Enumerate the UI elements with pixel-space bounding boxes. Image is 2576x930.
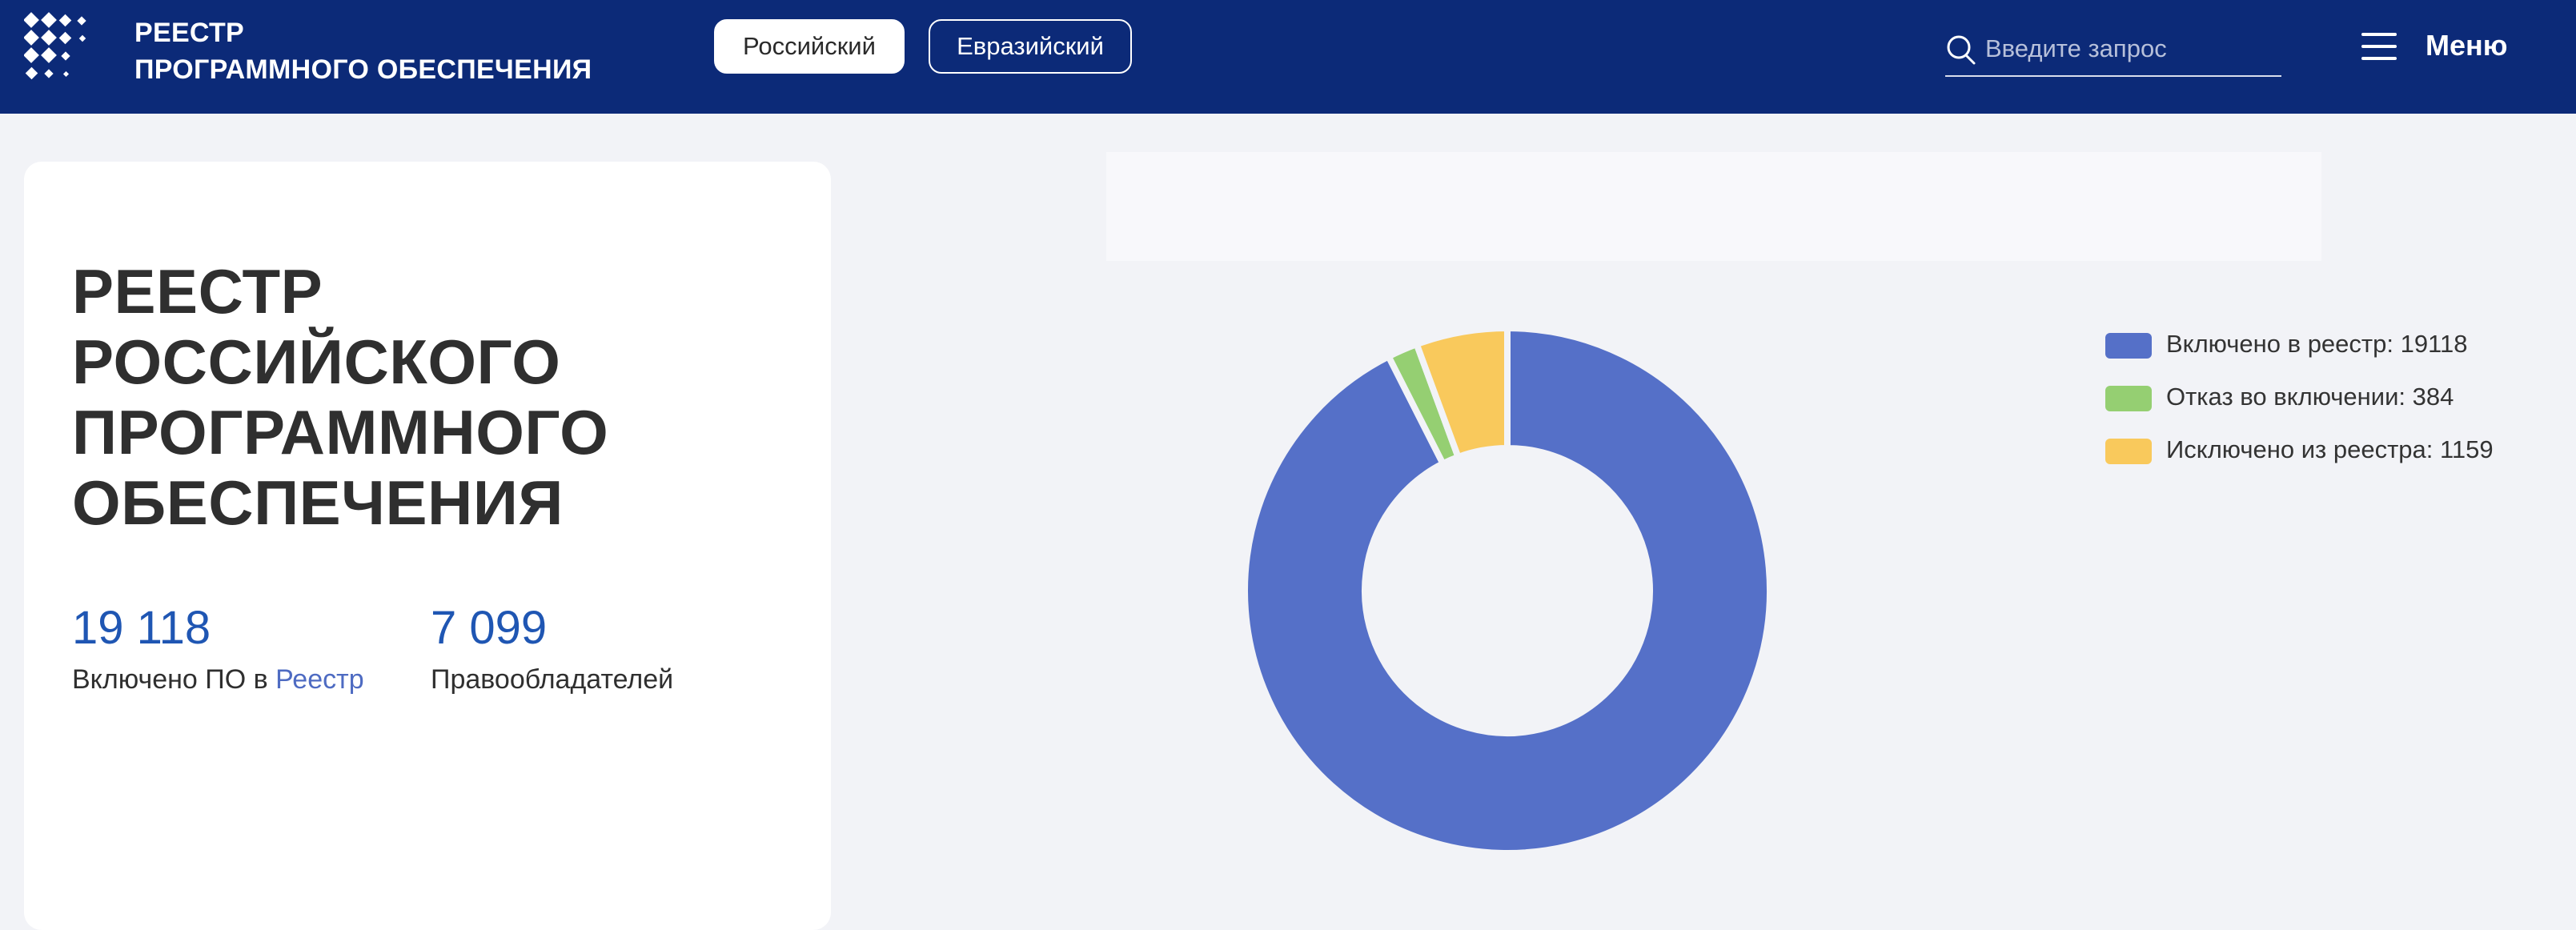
page-title-line: РОССИЙСКОГО bbox=[72, 327, 561, 397]
stat-included-label-text: Включено ПО в bbox=[72, 664, 276, 695]
chart-header-strip bbox=[1106, 152, 2321, 261]
legend-swatch-excluded bbox=[2105, 439, 2152, 464]
stat-rightholders-value: 7 099 bbox=[431, 602, 548, 654]
menu-label: Меню bbox=[2426, 29, 2508, 62]
legend-label-refused: Отказ во включении: 384 bbox=[2166, 383, 2454, 411]
registry-logo-icon[interactable] bbox=[23, 11, 98, 85]
registry-info-card: РЕЕСТР РОССИЙСКОГО ПРОГРАММНОГО ОБЕСПЕЧЕ… bbox=[24, 162, 831, 930]
page-title-line: ПРОГРАММНОГО bbox=[72, 397, 609, 467]
stat-included-software: 19 118 Включено ПО в Реестр bbox=[72, 600, 364, 698]
search-box bbox=[1945, 27, 2281, 77]
menu-button[interactable]: Меню bbox=[2361, 21, 2522, 74]
search-input[interactable] bbox=[1985, 29, 2273, 69]
stat-rightholders: 7 099 Правообладателей bbox=[431, 600, 673, 698]
stat-included-value: 19 118 bbox=[72, 602, 211, 654]
legend-label-excluded: Исключено из реестра: 1159 bbox=[2166, 435, 2494, 463]
page-title-line: ОБЕСПЕЧЕНИЯ bbox=[72, 467, 564, 538]
page-title: РЕЕСТР РОССИЙСКОГО ПРОГРАММНОГО ОБЕСПЕЧЕ… bbox=[72, 256, 792, 538]
page-title-line: РЕЕСТР bbox=[72, 256, 323, 327]
legend-swatch-included bbox=[2105, 333, 2152, 359]
top-navigation-bar: РЕЕСТР ПРОГРАММНОГО ОБЕСПЕЧЕНИЯ Российск… bbox=[0, 0, 2576, 114]
hamburger-menu-icon bbox=[2361, 33, 2397, 60]
stat-included-label: Включено ПО в Реестр bbox=[72, 661, 364, 698]
search-icon[interactable] bbox=[1945, 34, 1977, 66]
stat-rightholders-label: Правообладателей bbox=[431, 664, 674, 695]
tab-eurasian[interactable]: Евразийский bbox=[929, 19, 1132, 74]
logo-title-line2: ПРОГРАММНОГО ОБЕСПЕЧЕНИЯ bbox=[134, 54, 592, 85]
legend-label-included: Включено в реестр: 19118 bbox=[2166, 330, 2468, 358]
registry-donut-chart bbox=[1242, 325, 1773, 856]
logo-title[interactable]: РЕЕСТР ПРОГРАММНОГО ОБЕСПЕЧЕНИЯ bbox=[134, 14, 592, 88]
donut-slice-excluded[interactable] bbox=[1413, 325, 1511, 460]
registry-link[interactable]: Реестр bbox=[275, 664, 364, 695]
donut-slice-included[interactable] bbox=[1242, 325, 1773, 856]
legend-swatch-refused bbox=[2105, 386, 2152, 411]
logo-title-line1: РЕЕСТР bbox=[134, 18, 244, 48]
tab-russian[interactable]: Российский bbox=[714, 19, 905, 74]
